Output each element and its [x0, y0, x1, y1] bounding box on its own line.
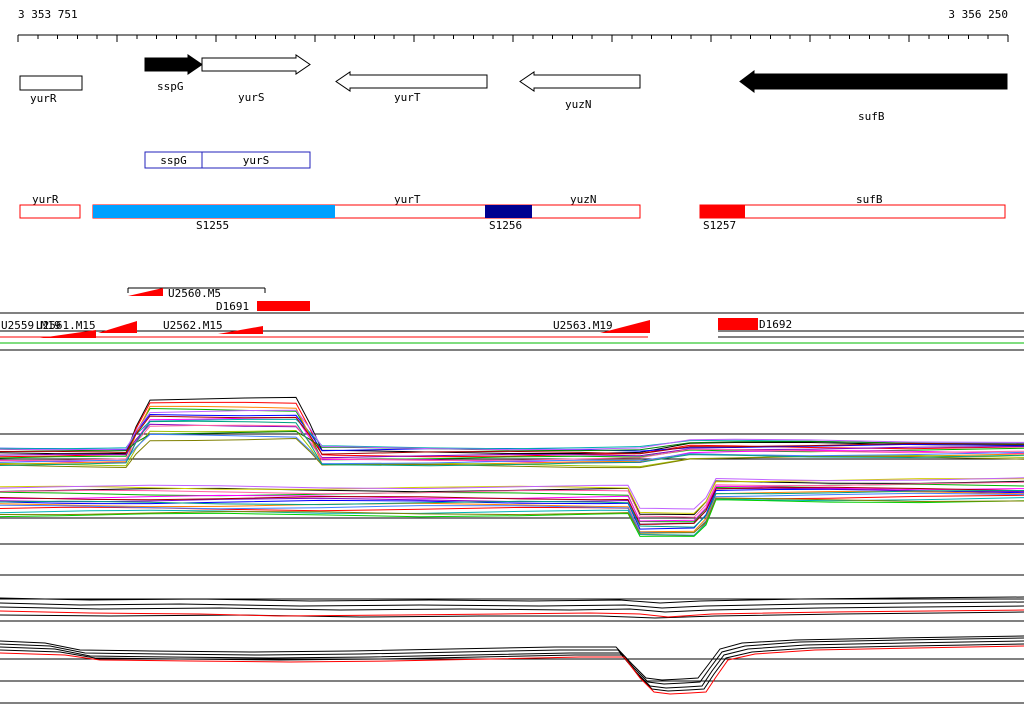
gene-label-yuzN: yuzN	[565, 98, 592, 111]
probe-label-D1692: D1692	[759, 318, 792, 331]
probe-glyph-U2559.M19[interactable]	[40, 330, 96, 338]
expression-trace-bottom	[0, 643, 1024, 692]
ruler-start-coordinate: 3 353 751	[18, 8, 78, 21]
expression-trace-lower	[0, 492, 1024, 534]
probe-glyph-D1692[interactable]	[718, 318, 758, 330]
gene-yuzN[interactable]	[519, 71, 641, 92]
gene-label-yurT: yurT	[394, 91, 421, 104]
expression-trace-middle	[0, 611, 1024, 619]
expression-trace-upper	[0, 424, 1024, 462]
track-gene-label-yuzN: yuzN	[570, 193, 597, 206]
probe-label-U2561.M15: U2561.M15	[36, 319, 96, 332]
expression-trace-middle	[0, 601, 1024, 609]
gene-sufB[interactable]	[739, 70, 1008, 93]
expression-trace-lower	[0, 486, 1024, 525]
segment-fill[interactable]	[93, 205, 335, 218]
gene-label-yurS: yurS	[238, 91, 265, 104]
expression-trace-upper	[0, 420, 1024, 467]
segment-label-S1257: S1257	[703, 219, 736, 232]
segment-label-S1255: S1255	[196, 219, 229, 232]
segment-bar[interactable]	[699, 204, 1006, 219]
expression-trace-lower	[0, 478, 1024, 514]
track-gene-label-yurT: yurT	[394, 193, 421, 206]
operon-box-yurS[interactable]	[201, 151, 311, 169]
ruler-end-coordinate: 3 356 250	[948, 8, 1008, 21]
gene-sspG[interactable]	[144, 54, 203, 75]
gene-yurR[interactable]	[19, 75, 83, 91]
expression-trace-upper	[0, 409, 1024, 451]
expression-trace-upper	[0, 415, 1024, 455]
expression-trace-upper	[0, 437, 1024, 469]
segment-fill[interactable]	[485, 205, 532, 218]
probe-label-D1691: D1691	[216, 300, 249, 313]
expression-trace-lower	[0, 477, 1024, 510]
expression-trace-lower	[0, 481, 1024, 518]
expression-trace-lower	[0, 490, 1024, 528]
segment-fill[interactable]	[700, 205, 745, 218]
gene-label-sufB: sufB	[858, 110, 885, 123]
track-gene-label-yurR: yurR	[32, 193, 59, 206]
gene-label-yurR: yurR	[30, 92, 57, 105]
operon-label-yurS: yurS	[243, 154, 270, 167]
probe-glyph-U2560.M5[interactable]	[128, 288, 163, 296]
probe-label-U2559.M19: U2559.M19	[1, 319, 61, 332]
probe-label-U2562.M15: U2562.M15	[163, 319, 223, 332]
probe-label-U2560.M5: U2560.M5	[168, 287, 221, 300]
operon-label-sspG: sspG	[160, 154, 187, 167]
segment-label-S1256: S1256	[489, 219, 522, 232]
track-gene-label-sufB: sufB	[856, 193, 883, 206]
probe-glyph-D1691[interactable]	[257, 301, 310, 311]
gene-yurT[interactable]	[335, 71, 488, 92]
expression-trace-bottom	[0, 637, 1024, 685]
expression-trace-lower	[0, 499, 1024, 537]
probe-glyph-U2563.M19[interactable]	[600, 320, 650, 333]
expression-trace-lower	[0, 485, 1024, 522]
expression-trace-bottom	[0, 635, 1024, 681]
expression-trace-bottom	[0, 640, 1024, 689]
expression-trace-upper	[0, 430, 1024, 452]
probe-glyph-U2561.M15[interactable]	[98, 321, 137, 333]
expression-trace-lower	[0, 497, 1024, 534]
gene-label-sspG: sspG	[157, 80, 184, 93]
probe-label-U2563.M19: U2563.M19	[553, 319, 613, 332]
expression-trace-middle	[0, 609, 1024, 618]
expression-trace-middle	[0, 596, 1024, 604]
probe-glyph-U2562.M15[interactable]	[218, 326, 263, 334]
segment-bar[interactable]	[19, 204, 81, 219]
expression-trace-lower	[0, 497, 1024, 536]
expression-trace-middle	[0, 605, 1024, 613]
gene-yurS[interactable]	[201, 54, 311, 75]
expression-trace-bottom	[0, 645, 1024, 695]
